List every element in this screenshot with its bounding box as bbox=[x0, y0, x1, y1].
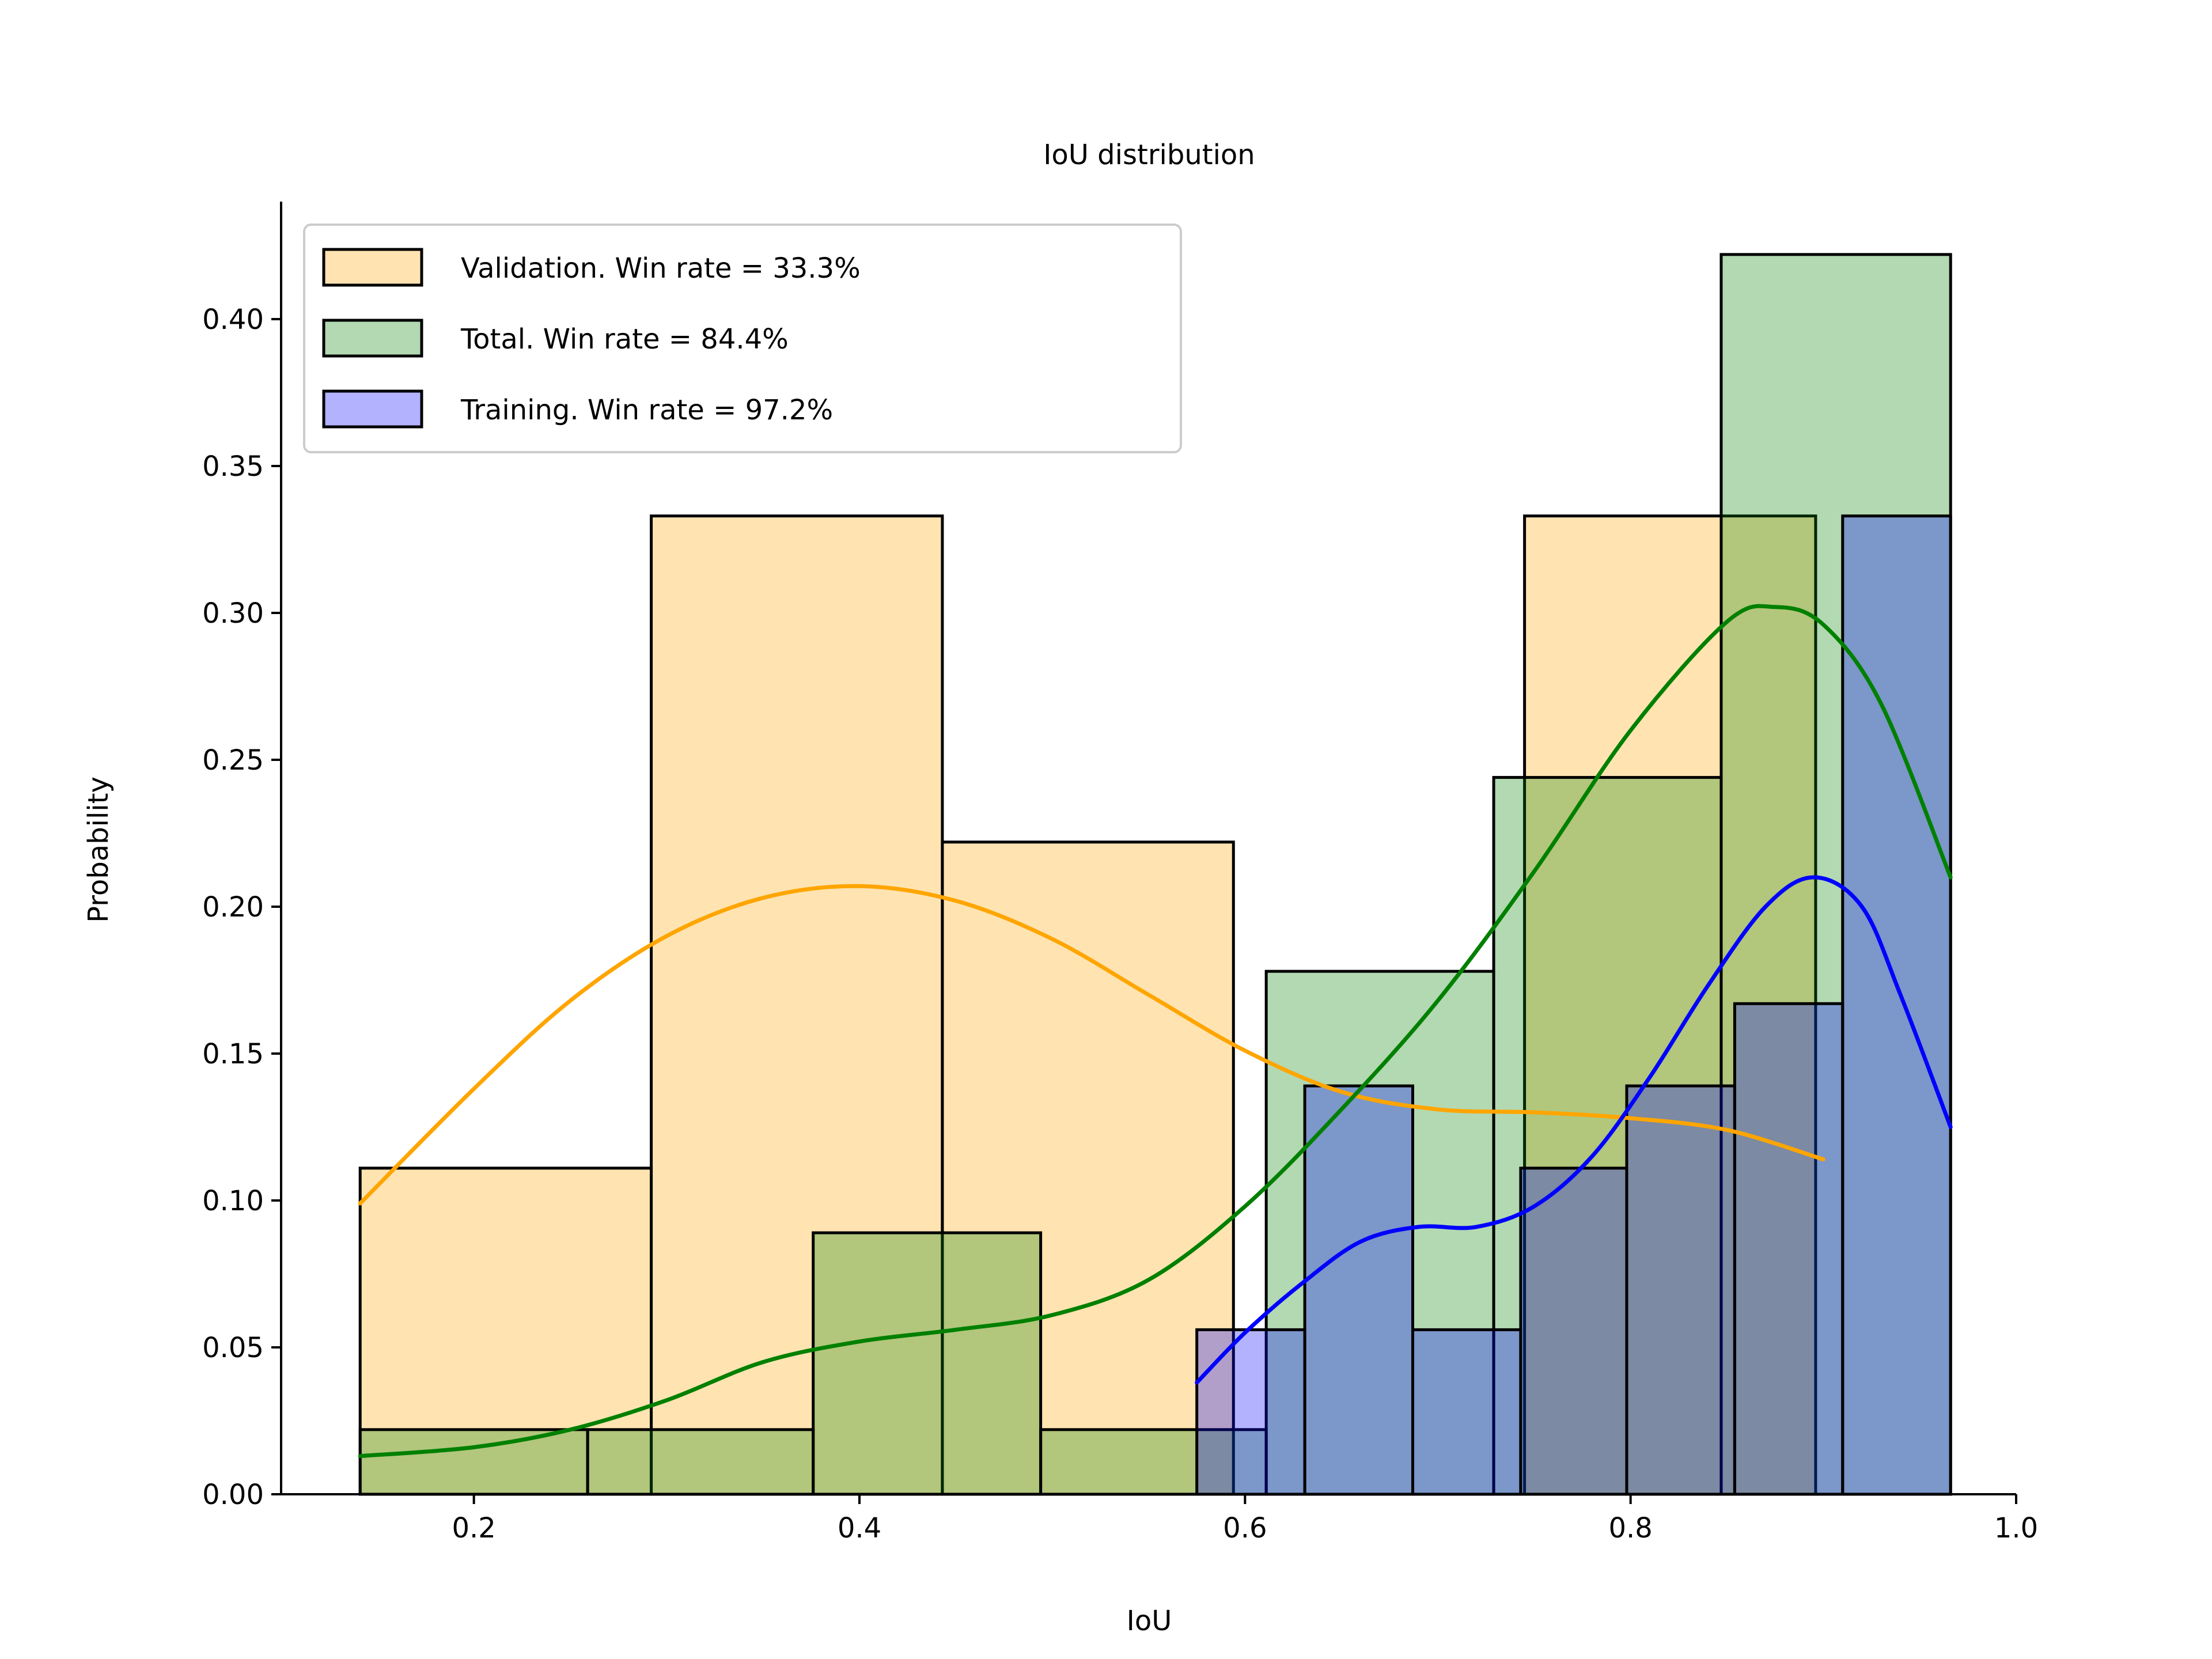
y-tick-label: 0.15 bbox=[202, 1038, 264, 1070]
y-tick-label: 0.20 bbox=[202, 891, 264, 923]
y-ticks: 0.00 0.05 0.10 0.15 0.20 0.25 0.30 0.35 0.40 bbox=[202, 304, 281, 1511]
y-tick-label: 0.35 bbox=[202, 450, 264, 483]
y-tick-label: 0.05 bbox=[202, 1332, 264, 1364]
y-tick-label: 0.25 bbox=[202, 744, 264, 777]
bar-training-5 bbox=[1733, 1002, 1844, 1496]
legend-swatch-total bbox=[322, 319, 423, 358]
bar-validation-0 bbox=[358, 1166, 653, 1496]
chart-title: IoU distribution bbox=[1043, 139, 1255, 171]
kde-total bbox=[358, 604, 1953, 1459]
x-tick-label: 0.4 bbox=[838, 1512, 881, 1544]
legend-swatch-training bbox=[322, 389, 423, 429]
x-axis-label: IoU bbox=[1127, 1605, 1172, 1637]
bar-training-1 bbox=[1303, 1084, 1414, 1496]
legend-items: Validation. Win rate = 33.3% Total. Win r… bbox=[322, 248, 861, 429]
axes bbox=[280, 202, 2016, 1495]
x-tick-label: 0.8 bbox=[1608, 1512, 1652, 1544]
y-tick-label: 0.40 bbox=[202, 304, 264, 336]
kde-validation bbox=[358, 884, 1825, 1206]
bar-total-0 bbox=[358, 1428, 589, 1496]
legend-swatch-validation bbox=[322, 248, 423, 287]
bar-training-3 bbox=[1519, 1166, 1628, 1496]
kde-training bbox=[1195, 875, 1953, 1385]
x-tick-label: 0.6 bbox=[1223, 1512, 1267, 1544]
x-tick-label: 0.2 bbox=[452, 1512, 495, 1544]
bar-training-6 bbox=[1841, 514, 1952, 1496]
bar-validation-2 bbox=[941, 840, 1235, 1496]
bar-total-3 bbox=[1039, 1428, 1268, 1496]
x-ticks: 0.2 0.4 0.6 0.8 1.0 bbox=[452, 1494, 2038, 1544]
bar-total-1 bbox=[586, 1428, 815, 1496]
bar-training-4 bbox=[1625, 1084, 1736, 1496]
legend-label-total: Total. Win rate = 84.4% bbox=[460, 323, 789, 355]
legend-label-training: Training. Win rate = 97.2% bbox=[460, 394, 833, 426]
y-axis-label: Probability bbox=[82, 777, 115, 923]
bar-validation-1 bbox=[650, 514, 944, 1496]
y-tick-label: 0.30 bbox=[202, 597, 264, 630]
legend-frame bbox=[303, 224, 1182, 453]
histogram-bars bbox=[358, 253, 1952, 1496]
bar-training-0 bbox=[1195, 1328, 1306, 1496]
kde-curves bbox=[358, 604, 1953, 1459]
legend-label-validation: Validation. Win rate = 33.3% bbox=[461, 252, 861, 285]
x-tick-label: 1.0 bbox=[1994, 1512, 2038, 1544]
bar-total-2 bbox=[812, 1231, 1043, 1496]
bar-training-2 bbox=[1411, 1328, 1522, 1496]
legend: Validation. Win rate = 33.3% Total. Win r… bbox=[303, 224, 1182, 453]
y-tick-label: 0.00 bbox=[202, 1479, 264, 1511]
y-tick-label: 0.10 bbox=[202, 1185, 264, 1217]
